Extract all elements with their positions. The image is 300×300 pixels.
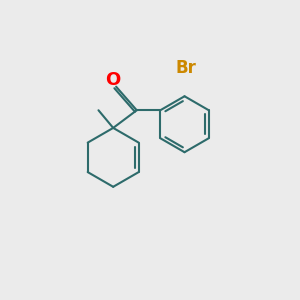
Text: Br: Br xyxy=(176,59,197,77)
Text: O: O xyxy=(105,71,120,89)
